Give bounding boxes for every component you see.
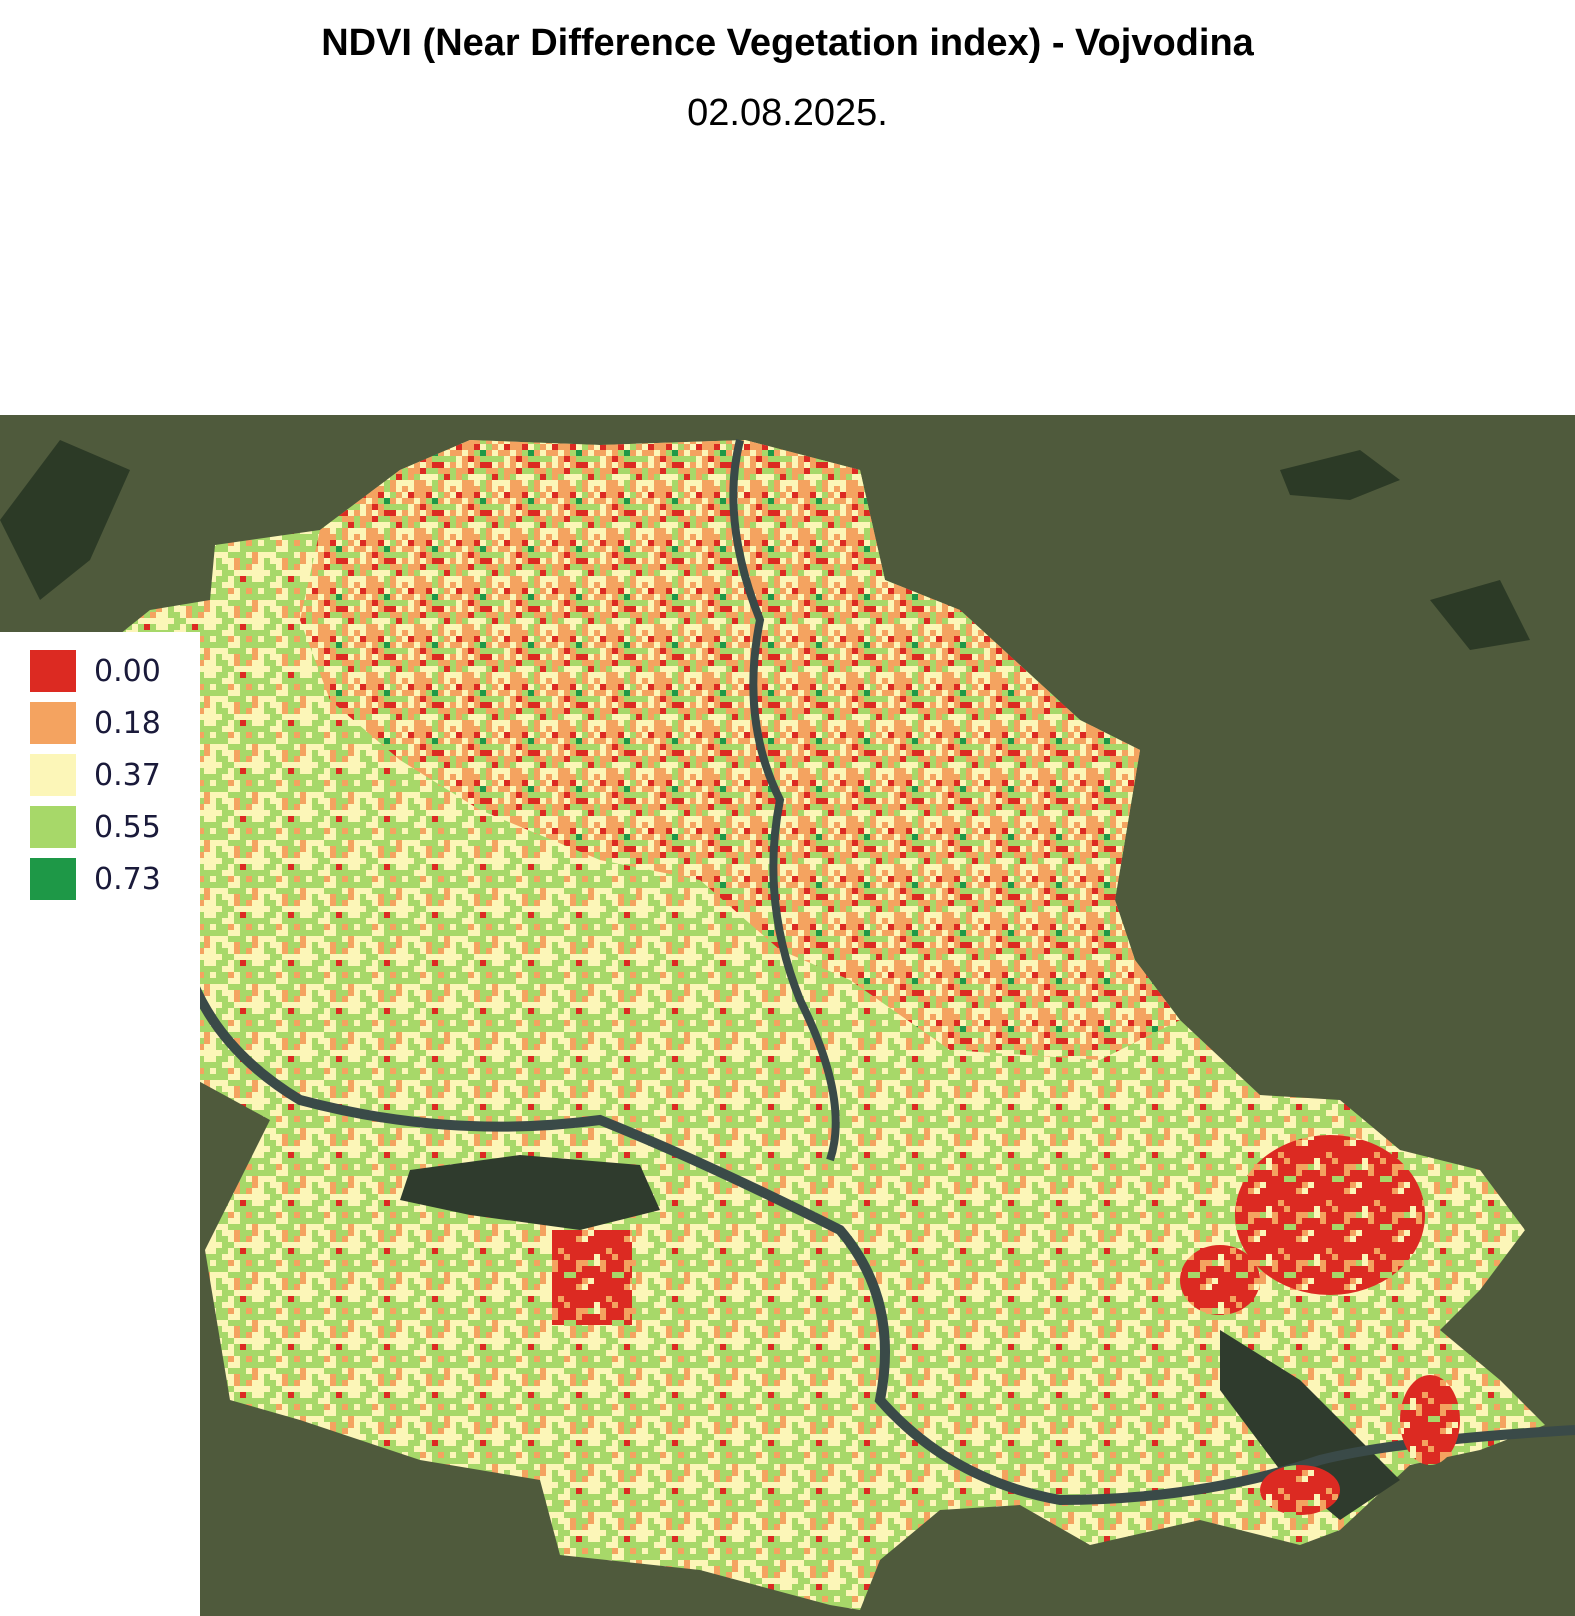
- map-title: NDVI (Near Difference Vegetation index) …: [321, 22, 1254, 64]
- map-date: 02.08.2025.: [687, 92, 888, 134]
- legend-swatch: [30, 702, 76, 744]
- legend-label: 0.18: [94, 706, 161, 741]
- danube-river: [0, 890, 1575, 1506]
- low-ndvi-areas: [552, 1135, 1460, 1515]
- legend-item: 0.73: [30, 858, 200, 900]
- north-area: [300, 440, 1180, 1060]
- legend-swatch: [30, 650, 76, 692]
- tisa-river: [729, 439, 840, 1162]
- legend-swatch: [30, 858, 76, 900]
- legend-item: 0.55: [30, 806, 200, 848]
- legend-label: 0.37: [94, 758, 161, 793]
- legend-item: 0.37: [30, 754, 200, 796]
- legend-item: 0.18: [30, 702, 200, 744]
- legend-swatch: [30, 754, 76, 796]
- ndvi-map: [0, 415, 1575, 1616]
- legend-label: 0.00: [94, 654, 161, 689]
- legend-label: 0.55: [94, 810, 161, 845]
- legend-swatch: [30, 806, 76, 848]
- legend-label: 0.73: [94, 862, 161, 897]
- legend: 0.00 0.18 0.37 0.55 0.73: [0, 632, 200, 1616]
- legend-item: 0.00: [30, 650, 200, 692]
